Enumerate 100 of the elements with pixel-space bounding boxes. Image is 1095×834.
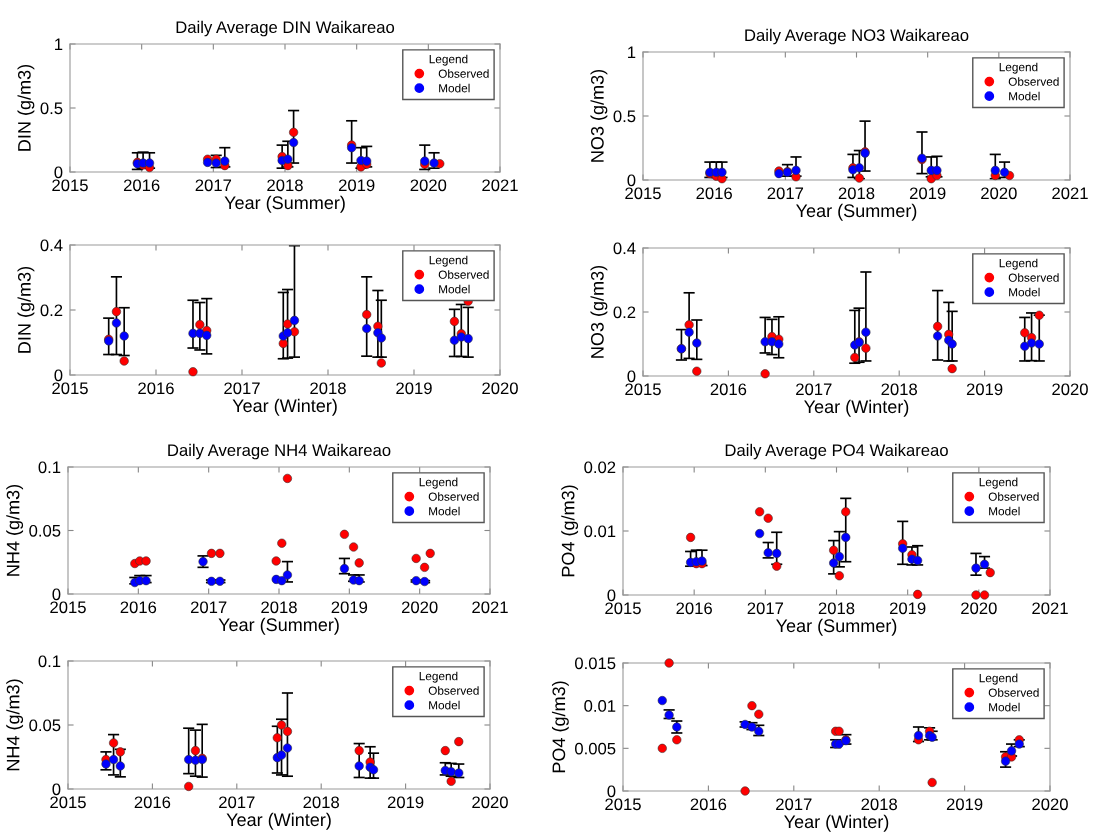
x-tick-label: 2018 xyxy=(303,796,340,809)
x-axis-title: Year (Summer) xyxy=(776,618,897,636)
y-tick-label: 1 xyxy=(628,46,636,59)
x-tick-label: 2019 xyxy=(946,798,983,811)
y-tick-label: 0.05 xyxy=(29,719,61,732)
legend-label: Observed xyxy=(438,270,489,279)
x-tick-label: 2020 xyxy=(410,179,447,192)
legend-title: Legend xyxy=(419,671,458,683)
x-tick-label: 2017 xyxy=(195,179,232,192)
x-tick-label: 2017 xyxy=(767,187,804,200)
legend-label: Model xyxy=(439,284,470,294)
x-tick-label: 2021 xyxy=(482,179,518,192)
legend-label: Observed xyxy=(428,492,479,501)
chart-title: Daily Average NH4 Waikareao xyxy=(168,443,391,460)
legend-label: Observed xyxy=(988,688,1039,697)
y-axis-title: DIN (g/m3) xyxy=(17,64,35,151)
y-tick-label: 0 xyxy=(52,588,61,601)
x-axis-title: Year (Summer) xyxy=(796,203,917,221)
x-axis-title: Year (Winter) xyxy=(226,812,331,830)
legend-label: Observed xyxy=(428,686,479,695)
y-tick-label: 0.01 xyxy=(584,525,616,538)
x-tick-label: 2016 xyxy=(676,602,712,615)
x-tick-label: 2016 xyxy=(710,383,747,396)
x-tick-label: 2020 xyxy=(472,796,508,809)
y-tick-label: 0 xyxy=(52,783,61,796)
x-tick-label: 2017 xyxy=(190,601,227,614)
x-tick-label: 2015 xyxy=(625,383,661,396)
x-tick-label: 2020 xyxy=(1032,798,1068,811)
x-tick-label: 2017 xyxy=(224,382,260,395)
y-tick-label: 0 xyxy=(607,785,616,798)
x-tick-label: 2016 xyxy=(134,796,171,809)
y-axis-title: NO3 (g/m3) xyxy=(590,265,608,358)
y-tick-label: 0.015 xyxy=(575,657,616,670)
x-tick-label: 2015 xyxy=(605,602,641,615)
x-tick-label: 2015 xyxy=(52,179,88,192)
x-tick-label: 2018 xyxy=(818,602,855,615)
y-tick-label: 0.4 xyxy=(40,239,63,252)
x-tick-label: 2018 xyxy=(861,798,898,811)
y-axis-title: NH4 (g/m3) xyxy=(6,679,24,771)
x-tick-label: 2019 xyxy=(909,187,946,200)
x-tick-label: 2015 xyxy=(50,796,86,809)
x-tick-label: 2016 xyxy=(123,179,160,192)
y-axis-title: DIN (g/m3) xyxy=(17,266,35,353)
legend-label: Observed xyxy=(988,492,1039,501)
y-tick-label: 0 xyxy=(54,369,63,382)
x-tick-label: 2019 xyxy=(889,602,926,615)
x-tick-label: 2016 xyxy=(690,798,727,811)
legend-label: Observed xyxy=(1008,77,1059,86)
legend-title: Legend xyxy=(429,255,468,267)
x-tick-label: 2019 xyxy=(387,796,424,809)
legend-title: Legend xyxy=(999,62,1038,74)
x-tick-label: 2015 xyxy=(50,601,86,614)
x-tick-label: 2019 xyxy=(331,601,368,614)
legend-label: Model xyxy=(439,83,470,93)
x-tick-label: 2018 xyxy=(267,179,303,192)
y-tick-label: 0.5 xyxy=(613,110,636,123)
x-tick-label: 2020 xyxy=(961,602,997,615)
chart-title: Daily Average DIN Waikareao xyxy=(176,20,395,37)
y-tick-label: 0.4 xyxy=(613,242,636,255)
x-tick-label: 2020 xyxy=(1052,383,1088,396)
legend-label: Model xyxy=(429,506,460,516)
x-tick-label: 2016 xyxy=(138,382,174,395)
x-tick-label: 2017 xyxy=(796,383,832,396)
x-tick-label: 2019 xyxy=(338,179,375,192)
chart-title: Daily Average PO4 Waikareao xyxy=(725,443,948,460)
chart-title: Daily Average NO3 Waikareao xyxy=(745,28,969,45)
x-tick-label: 2017 xyxy=(219,796,255,809)
x-tick-label: 2019 xyxy=(966,383,1003,396)
y-tick-label: 0.01 xyxy=(584,700,616,712)
legend-label: Model xyxy=(1009,91,1040,101)
y-tick-label: 0 xyxy=(607,589,616,602)
x-tick-label: 2016 xyxy=(120,601,157,614)
x-tick-label: 2021 xyxy=(1032,602,1068,615)
y-tick-label: 1 xyxy=(55,38,63,51)
y-tick-label: 0.2 xyxy=(40,304,63,317)
y-tick-label: 0.1 xyxy=(38,655,61,668)
x-tick-label: 2021 xyxy=(1052,187,1088,200)
x-tick-label: 2015 xyxy=(625,187,661,200)
x-tick-label: 2017 xyxy=(747,602,784,615)
x-axis-title: Year (Summer) xyxy=(224,195,345,213)
legend-label: Model xyxy=(429,700,460,710)
y-tick-label: 0.1 xyxy=(38,461,61,474)
x-axis-title: Year (Winter) xyxy=(784,814,889,832)
x-tick-label: 2016 xyxy=(696,187,732,200)
y-tick-label: 0 xyxy=(627,174,636,187)
legend-title: Legend xyxy=(979,673,1018,685)
legend-title: Legend xyxy=(429,54,468,66)
y-tick-label: 0 xyxy=(54,166,63,179)
y-tick-label: 0.005 xyxy=(575,742,616,755)
x-tick-label: 2019 xyxy=(396,382,432,395)
x-tick-label: 2018 xyxy=(838,187,875,200)
legend-label: Observed xyxy=(1008,273,1059,282)
legend-label: Model xyxy=(989,506,1020,516)
legend-title: Legend xyxy=(979,477,1018,489)
y-axis-title: PO4 (g/m3) xyxy=(561,485,579,577)
x-tick-label: 2020 xyxy=(482,382,518,395)
legend-label: Model xyxy=(989,702,1020,712)
y-tick-label: 0.05 xyxy=(29,524,61,537)
y-axis-title: PO4 (g/m3) xyxy=(551,681,569,773)
y-tick-label: 0 xyxy=(627,370,636,383)
